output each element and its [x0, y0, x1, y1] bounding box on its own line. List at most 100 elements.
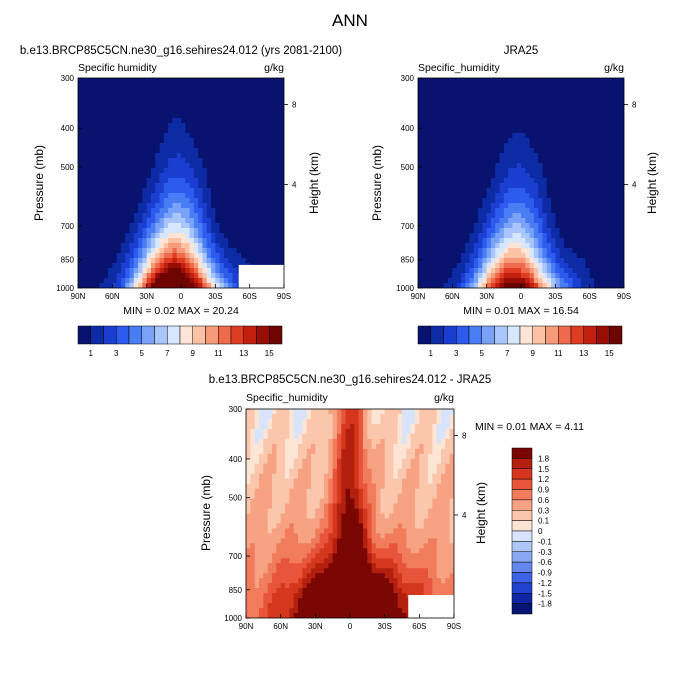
field-cell — [422, 218, 427, 224]
field-cell — [555, 283, 561, 288]
field-cell — [525, 93, 530, 99]
field-cell — [486, 268, 492, 274]
field-cell — [478, 108, 483, 114]
field-cell — [155, 213, 160, 219]
field-cell — [576, 238, 582, 244]
field-cell — [533, 193, 539, 199]
field-cell — [202, 263, 208, 269]
field-cell — [482, 208, 488, 214]
field-cell — [363, 468, 368, 475]
field-cell — [559, 103, 565, 109]
field-cell — [211, 143, 216, 149]
field-cell — [142, 118, 148, 124]
field-cell — [367, 448, 373, 455]
field-cell — [456, 133, 462, 139]
field-cell — [598, 133, 603, 139]
field-cell — [503, 248, 509, 254]
field-cell — [473, 258, 479, 264]
field-cell — [82, 273, 87, 279]
field-cell — [542, 198, 548, 204]
field-cell — [232, 193, 238, 199]
field-cell — [185, 178, 190, 184]
field-cell — [223, 143, 229, 149]
field-cell — [611, 283, 616, 288]
field-cell — [185, 143, 190, 149]
field-cell — [611, 178, 616, 184]
field-cell — [155, 233, 160, 239]
field-cell — [120, 268, 126, 274]
field-cell — [142, 258, 148, 264]
field-cell — [516, 273, 522, 279]
field-cell — [150, 88, 156, 94]
field-cell — [271, 218, 276, 224]
field-cell — [219, 128, 225, 134]
field-cell — [232, 143, 238, 149]
field-cell — [439, 168, 445, 174]
field-cell — [602, 113, 608, 119]
field-cell — [219, 208, 225, 214]
field-cell — [410, 438, 416, 445]
field-cell — [219, 123, 225, 129]
field-cell — [469, 258, 475, 264]
field-cell — [215, 168, 221, 174]
field-cell — [465, 238, 470, 244]
field-cell — [275, 83, 281, 89]
field-cell — [448, 208, 453, 214]
field-cell — [551, 163, 556, 169]
field-cell — [478, 218, 483, 224]
field-cell — [503, 118, 509, 124]
field-cell — [280, 443, 286, 450]
field-cell — [189, 188, 195, 194]
field-cell — [478, 178, 483, 184]
field-cell — [460, 238, 466, 244]
field-cell — [555, 248, 561, 254]
field-cell — [138, 168, 143, 174]
field-cell — [525, 83, 530, 89]
field-cell — [142, 228, 148, 234]
field-cell — [589, 153, 595, 159]
field-cell — [363, 438, 368, 445]
field-cell — [185, 243, 190, 249]
field-cell — [129, 218, 135, 224]
field-cell — [279, 153, 284, 159]
field-cell — [125, 88, 130, 94]
field-cell — [430, 138, 436, 144]
field-cell — [426, 263, 432, 269]
field-cell — [525, 123, 530, 129]
field-cell — [615, 113, 621, 119]
field-cell — [202, 203, 208, 209]
field-cell — [262, 178, 268, 184]
field-cell — [482, 243, 488, 249]
panel-model: b.e13.BRCP85C5CN.ne30_g16.sehires24.012 … — [20, 45, 342, 317]
field-cell — [176, 253, 182, 259]
field-cell — [441, 428, 446, 435]
field-cell — [138, 253, 143, 259]
field-cell — [589, 243, 595, 249]
field-cell — [86, 283, 92, 288]
field-cell — [482, 233, 488, 239]
field-cell — [555, 158, 561, 164]
field-cell — [189, 278, 195, 284]
field-cell — [211, 273, 216, 279]
field-cell — [120, 213, 126, 219]
field-cell — [499, 98, 505, 104]
field-cell — [512, 118, 518, 124]
field-cell — [232, 238, 238, 244]
field-cell — [508, 148, 513, 154]
field-cell — [529, 233, 535, 239]
field-cell — [460, 248, 466, 254]
field-cell — [298, 433, 303, 440]
colorbar-swatch — [609, 325, 623, 345]
field-cell — [482, 223, 488, 229]
field-cell — [568, 118, 573, 124]
field-cell — [508, 103, 513, 109]
field-cell — [443, 188, 449, 194]
field-cell — [443, 103, 449, 109]
field-cell — [538, 78, 543, 84]
field-cell — [345, 448, 351, 455]
field-cell — [198, 248, 203, 254]
field-cell — [568, 268, 573, 274]
field-cell — [142, 93, 148, 99]
field-cell — [589, 268, 595, 274]
field-cell — [181, 143, 186, 149]
